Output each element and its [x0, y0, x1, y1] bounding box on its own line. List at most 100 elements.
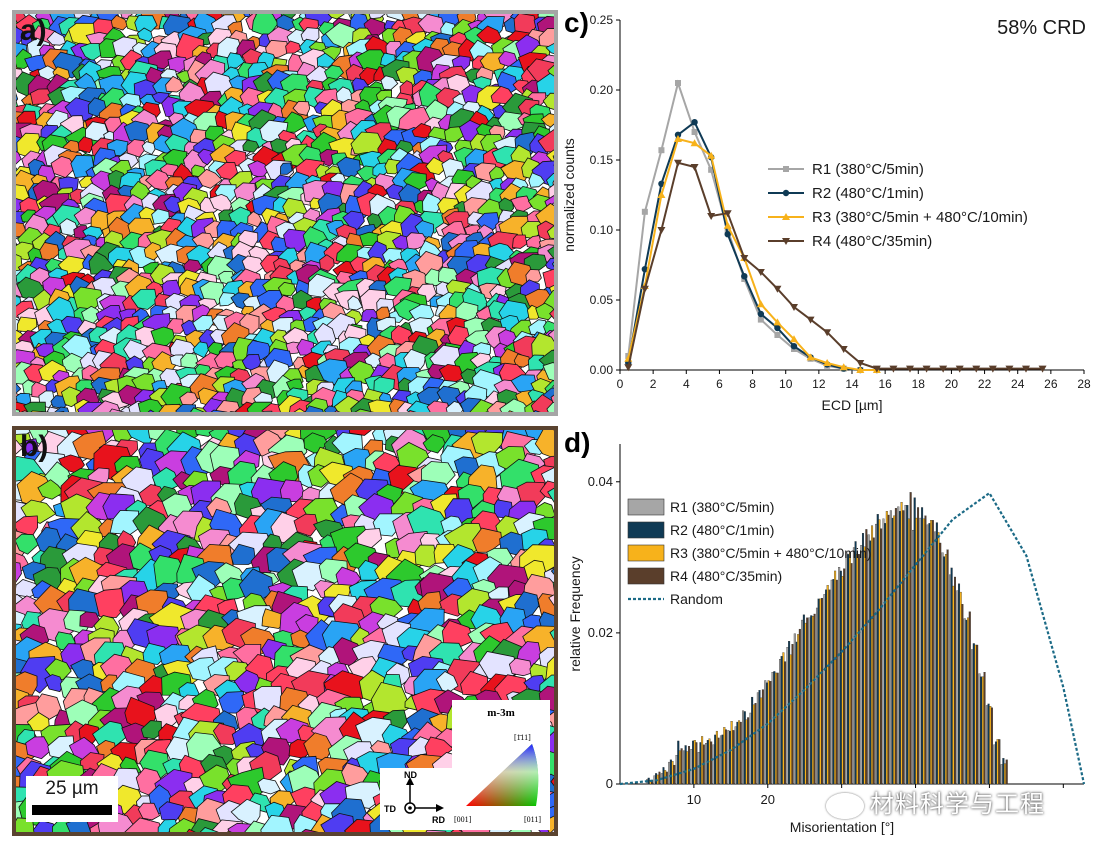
ecd-distribution-chart: c) 0 2 4 6 8 10 12 14 16 18 20 22 24 26 280.000.050.10… [561, 7, 1091, 413]
data-point [1022, 365, 1030, 373]
bar [743, 711, 746, 785]
bar [978, 673, 981, 785]
bar [944, 554, 947, 785]
bar [728, 730, 731, 785]
bar [784, 661, 787, 785]
data-point [723, 221, 732, 229]
bar [843, 568, 846, 785]
x-tick-label: 6 [716, 377, 723, 391]
scale-bar-label: 25 µm [45, 778, 99, 799]
bar [887, 514, 890, 785]
watermark-text: 材料科学与工程 [870, 791, 1045, 818]
data-point [783, 166, 789, 172]
bar [730, 721, 733, 785]
bar [786, 647, 789, 785]
bar [956, 590, 959, 785]
bar [677, 740, 680, 785]
data-point [724, 231, 731, 238]
x-tick-label: 24 [1011, 377, 1025, 391]
bar [680, 748, 683, 785]
legend-label: R3 (380°C/5min + 480°C/10min) [812, 209, 1028, 226]
bar [876, 514, 879, 785]
bar [825, 589, 828, 785]
data-point [691, 129, 698, 135]
bar [764, 680, 767, 785]
bar [869, 540, 872, 785]
bar [823, 594, 826, 785]
bar [723, 727, 726, 785]
watermark: 材料科学与工程 [826, 784, 1045, 819]
bar [771, 672, 774, 785]
bar [782, 652, 785, 785]
axis-td-label: TD [384, 804, 396, 814]
axis-rd-label: RD [432, 815, 445, 825]
data-point [806, 316, 815, 324]
data-point [675, 80, 681, 86]
bar [931, 520, 934, 785]
bar [937, 532, 940, 785]
data-point [823, 359, 832, 366]
bar [697, 752, 700, 785]
bar [724, 729, 727, 785]
bar [990, 707, 993, 785]
bar [811, 616, 814, 785]
series-1-bars [646, 505, 1003, 785]
data-point [740, 255, 749, 262]
x-tick-label: 16 [878, 377, 892, 391]
bar [682, 750, 685, 785]
bar [898, 511, 901, 785]
data-point [756, 300, 765, 308]
bar [902, 510, 905, 785]
bar [662, 767, 665, 785]
bar [769, 681, 772, 785]
bar [860, 545, 863, 785]
x-tick-label: 2 [650, 377, 657, 391]
bar [885, 511, 888, 785]
bar [714, 734, 717, 785]
bar [856, 554, 859, 785]
bar [971, 649, 974, 785]
bar [935, 522, 938, 785]
bar [828, 589, 831, 785]
bar [678, 750, 681, 785]
bar [813, 613, 816, 785]
bar [871, 525, 874, 785]
bar [732, 730, 735, 785]
bar [668, 761, 671, 785]
legend-label: R1 (380°C/5min) [812, 161, 924, 178]
legend-label: R4 (480°C/35min) [812, 233, 932, 250]
wechat-icon [826, 792, 864, 819]
bar [861, 533, 864, 785]
axis-nd-label: ND [404, 770, 417, 780]
bar [952, 585, 955, 785]
bar [742, 710, 745, 785]
legend-swatch [627, 521, 665, 539]
bar [974, 644, 977, 785]
bar [891, 517, 894, 785]
bar [1000, 764, 1003, 785]
legend-label: Random [670, 591, 723, 607]
data-point [658, 180, 665, 187]
legend-swatch [627, 567, 665, 585]
data-point [790, 343, 798, 350]
sample-axes-diagram: ND TD RD [384, 770, 445, 825]
data-point [773, 318, 782, 326]
bar [739, 721, 742, 785]
data-point [806, 353, 815, 361]
misorientation-chart: d) 10 20 0 0.02 0.04 Misorientation [°] relati… [564, 427, 1086, 835]
bar [773, 671, 776, 785]
bar [904, 505, 907, 785]
bar [998, 739, 1001, 785]
bar [710, 741, 713, 785]
data-point [782, 213, 790, 220]
bar [939, 542, 942, 785]
bar [832, 579, 835, 785]
data-point [972, 365, 981, 373]
data-point [773, 285, 782, 293]
data-point [691, 119, 698, 126]
bar [958, 583, 961, 785]
bar [839, 570, 842, 785]
bar [699, 742, 702, 785]
bar [994, 741, 997, 785]
sample-axes: ND TD RD [380, 768, 452, 830]
